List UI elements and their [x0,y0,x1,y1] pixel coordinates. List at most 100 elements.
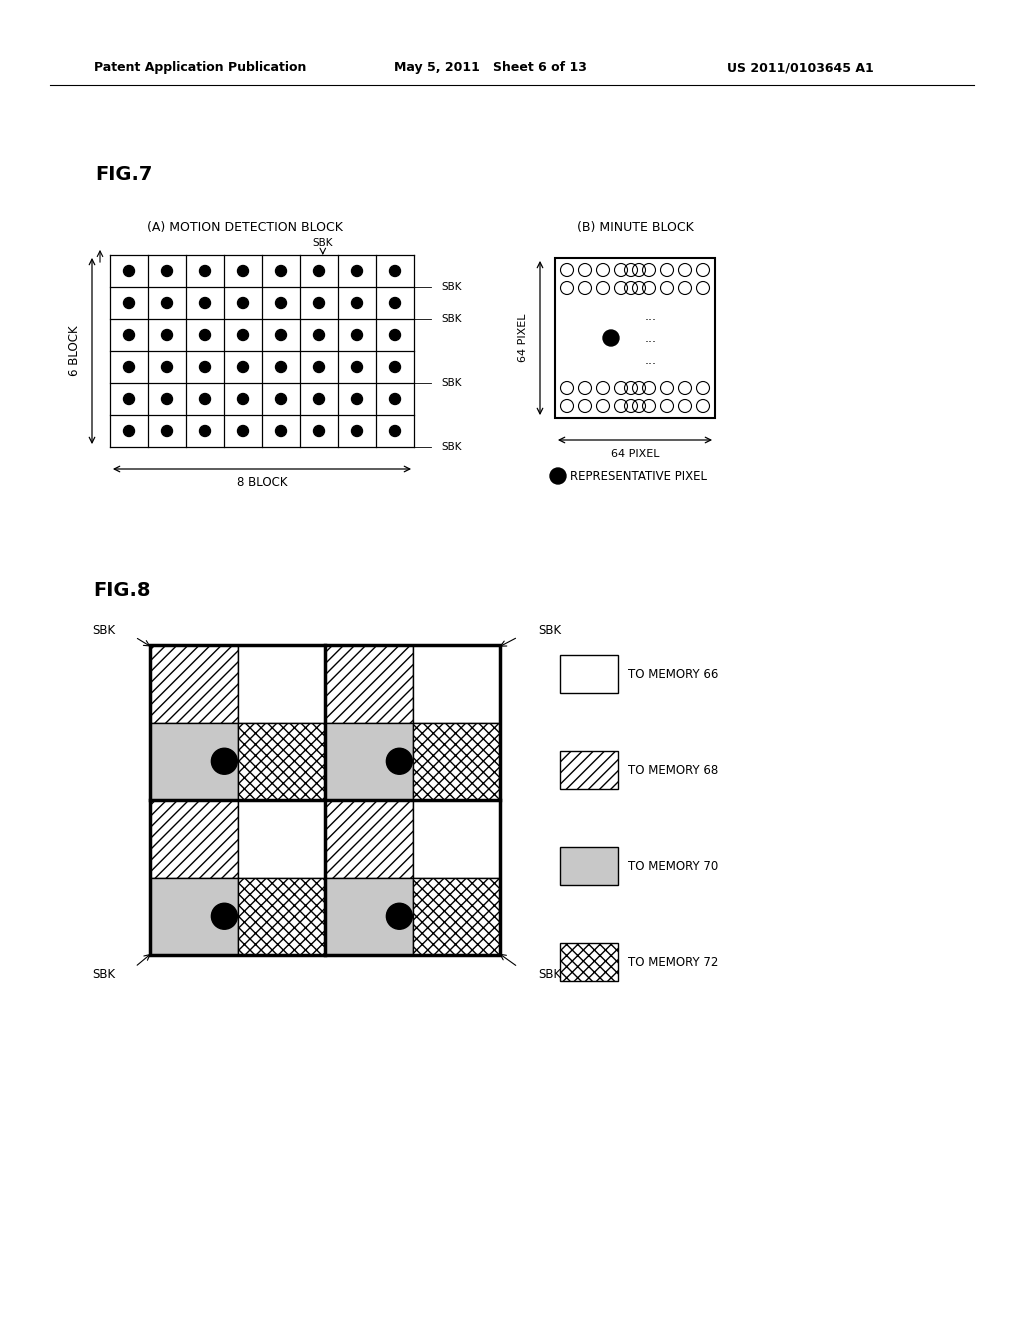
Text: FIG.8: FIG.8 [93,581,151,599]
Text: 64 PIXEL: 64 PIXEL [518,314,528,362]
Circle shape [124,265,134,276]
Circle shape [313,265,325,276]
Bar [238,645,325,722]
Circle shape [200,425,211,437]
Circle shape [389,362,400,372]
Text: Patent Application Publication: Patent Application Publication [94,62,306,74]
Bar [150,722,238,800]
Bar [150,878,238,954]
Bar [560,942,618,981]
Circle shape [200,362,211,372]
Circle shape [603,330,618,346]
Circle shape [351,393,362,404]
Text: May 5, 2011   Sheet 6 of 13: May 5, 2011 Sheet 6 of 13 [393,62,587,74]
Circle shape [389,425,400,437]
Bar [555,257,715,418]
Circle shape [238,297,249,309]
Circle shape [550,469,566,484]
Text: SBK: SBK [312,238,333,248]
Text: SBK: SBK [441,282,462,292]
Text: SBK: SBK [92,623,115,636]
Circle shape [238,265,249,276]
Circle shape [200,297,211,309]
Text: SBK: SBK [441,378,462,388]
Circle shape [351,330,362,341]
Bar [238,800,325,878]
Bar [413,722,500,800]
Circle shape [124,425,134,437]
Circle shape [200,330,211,341]
Text: (B) MINUTE BLOCK: (B) MINUTE BLOCK [577,222,693,235]
Text: 64 PIXEL: 64 PIXEL [610,449,659,459]
Text: SBK: SBK [538,969,561,982]
Bar [413,645,500,722]
Text: ...: ... [645,331,657,345]
Bar [413,878,500,954]
Circle shape [275,425,287,437]
Bar [413,800,500,878]
Text: SBK: SBK [441,314,462,323]
Bar [325,645,413,722]
Circle shape [124,393,134,404]
Circle shape [238,362,249,372]
Circle shape [211,748,238,775]
Circle shape [200,393,211,404]
Text: SBK: SBK [441,442,462,451]
Circle shape [200,265,211,276]
Text: TO MEMORY 66: TO MEMORY 66 [628,668,719,681]
Text: 6 BLOCK: 6 BLOCK [69,326,82,376]
Circle shape [275,330,287,341]
Bar [325,878,413,954]
Bar [325,800,413,878]
Circle shape [275,362,287,372]
Bar [238,722,325,800]
Circle shape [313,362,325,372]
Circle shape [313,297,325,309]
Circle shape [313,393,325,404]
Circle shape [162,297,172,309]
Circle shape [238,330,249,341]
Bar [150,645,238,722]
Circle shape [275,393,287,404]
Circle shape [124,297,134,309]
Bar [560,751,618,789]
Text: SBK: SBK [92,969,115,982]
Circle shape [124,362,134,372]
Circle shape [389,393,400,404]
Circle shape [389,330,400,341]
Circle shape [275,297,287,309]
Circle shape [211,903,238,929]
Text: TO MEMORY 70: TO MEMORY 70 [628,859,718,873]
Bar [238,878,325,954]
Text: SBK: SBK [538,623,561,636]
Circle shape [351,297,362,309]
Circle shape [275,265,287,276]
Bar [560,655,618,693]
Text: ...: ... [645,309,657,322]
Text: (A) MOTION DETECTION BLOCK: (A) MOTION DETECTION BLOCK [147,222,343,235]
Circle shape [351,265,362,276]
Bar [325,722,413,800]
Circle shape [238,425,249,437]
Circle shape [386,748,413,775]
Text: US 2011/0103645 A1: US 2011/0103645 A1 [727,62,873,74]
Circle shape [162,425,172,437]
Circle shape [162,362,172,372]
Circle shape [351,362,362,372]
Text: TO MEMORY 68: TO MEMORY 68 [628,763,718,776]
Text: TO MEMORY 72: TO MEMORY 72 [628,956,719,969]
Circle shape [313,330,325,341]
Circle shape [386,903,413,929]
Bar [560,847,618,884]
Circle shape [313,425,325,437]
Circle shape [238,393,249,404]
Circle shape [162,265,172,276]
Circle shape [162,393,172,404]
Circle shape [389,297,400,309]
Text: 8 BLOCK: 8 BLOCK [237,477,288,490]
Circle shape [124,330,134,341]
Bar [150,800,238,878]
Text: ...: ... [645,354,657,367]
Circle shape [389,265,400,276]
Text: REPRESENTATIVE PIXEL: REPRESENTATIVE PIXEL [570,470,707,483]
